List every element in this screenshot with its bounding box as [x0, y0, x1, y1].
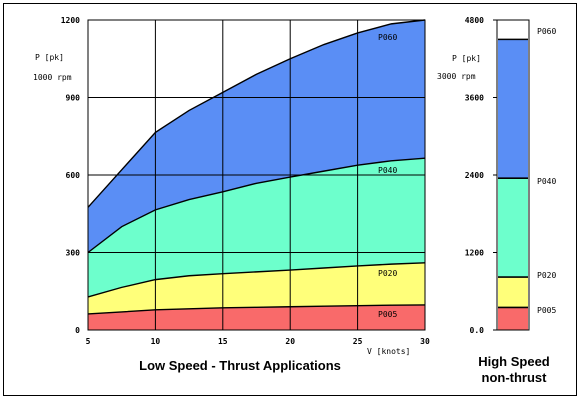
- bar-label-p005: P005: [537, 306, 556, 315]
- bar-segment-p060: [498, 39, 528, 179]
- bar-label-p040: P040: [537, 177, 556, 186]
- bar-y-tick-label: 0.0: [470, 326, 485, 335]
- bar-y-tick-label: 2400: [465, 171, 484, 180]
- series-label-p040: P040: [378, 166, 397, 175]
- figure-border: [3, 3, 577, 396]
- right-chart-caption-line2: non-thrust: [482, 370, 548, 385]
- y-tick-label: 900: [66, 94, 81, 103]
- series-label-p020: P020: [378, 269, 397, 278]
- y-tick-label: 0: [75, 326, 80, 335]
- series-line-p020: [87, 262, 426, 298]
- bar-y-axis-sublabel: 3000 rpm: [437, 72, 476, 81]
- series-line-p060: [87, 19, 426, 208]
- plot-border: [87, 19, 426, 331]
- left-chart-caption: Low Speed - Thrust Applications: [139, 358, 341, 373]
- series-line-p040: [87, 157, 426, 254]
- bar-y-tick-label: 4800: [465, 16, 484, 25]
- series-label-p005: P005: [378, 310, 397, 319]
- y-tick-label: 600: [66, 171, 81, 180]
- area-p005: [88, 304, 425, 330]
- x-axis-label: V [knots]: [367, 347, 410, 356]
- y-axis-label: P [pk]: [35, 53, 64, 62]
- bar-y-tick-label: 1200: [465, 249, 484, 258]
- y-tick-label: 1200: [61, 16, 80, 25]
- bar-y-tick-label: 3600: [465, 94, 484, 103]
- x-tick-label: 5: [86, 337, 91, 346]
- y-tick-label: 300: [66, 249, 81, 258]
- right-chart-caption-line1: High Speed: [478, 354, 550, 369]
- x-tick-label: 30: [420, 337, 430, 346]
- bar-segment-p005: [498, 307, 528, 330]
- x-tick-label: 20: [285, 337, 295, 346]
- y-axis-sublabel: 1000 rpm: [33, 73, 72, 82]
- bar-label-p020: P020: [537, 271, 556, 280]
- x-tick-label: 10: [151, 337, 161, 346]
- x-tick-label: 15: [218, 337, 228, 346]
- bar-segment-p040: [498, 178, 528, 278]
- bar-label-p060: P060: [537, 27, 556, 36]
- series-line-p005: [87, 304, 426, 315]
- series-label-p060: P060: [378, 33, 397, 42]
- bar-segment-p020: [498, 277, 528, 308]
- bar-y-axis-label: P [pk]: [452, 54, 481, 63]
- x-tick-label: 25: [353, 337, 363, 346]
